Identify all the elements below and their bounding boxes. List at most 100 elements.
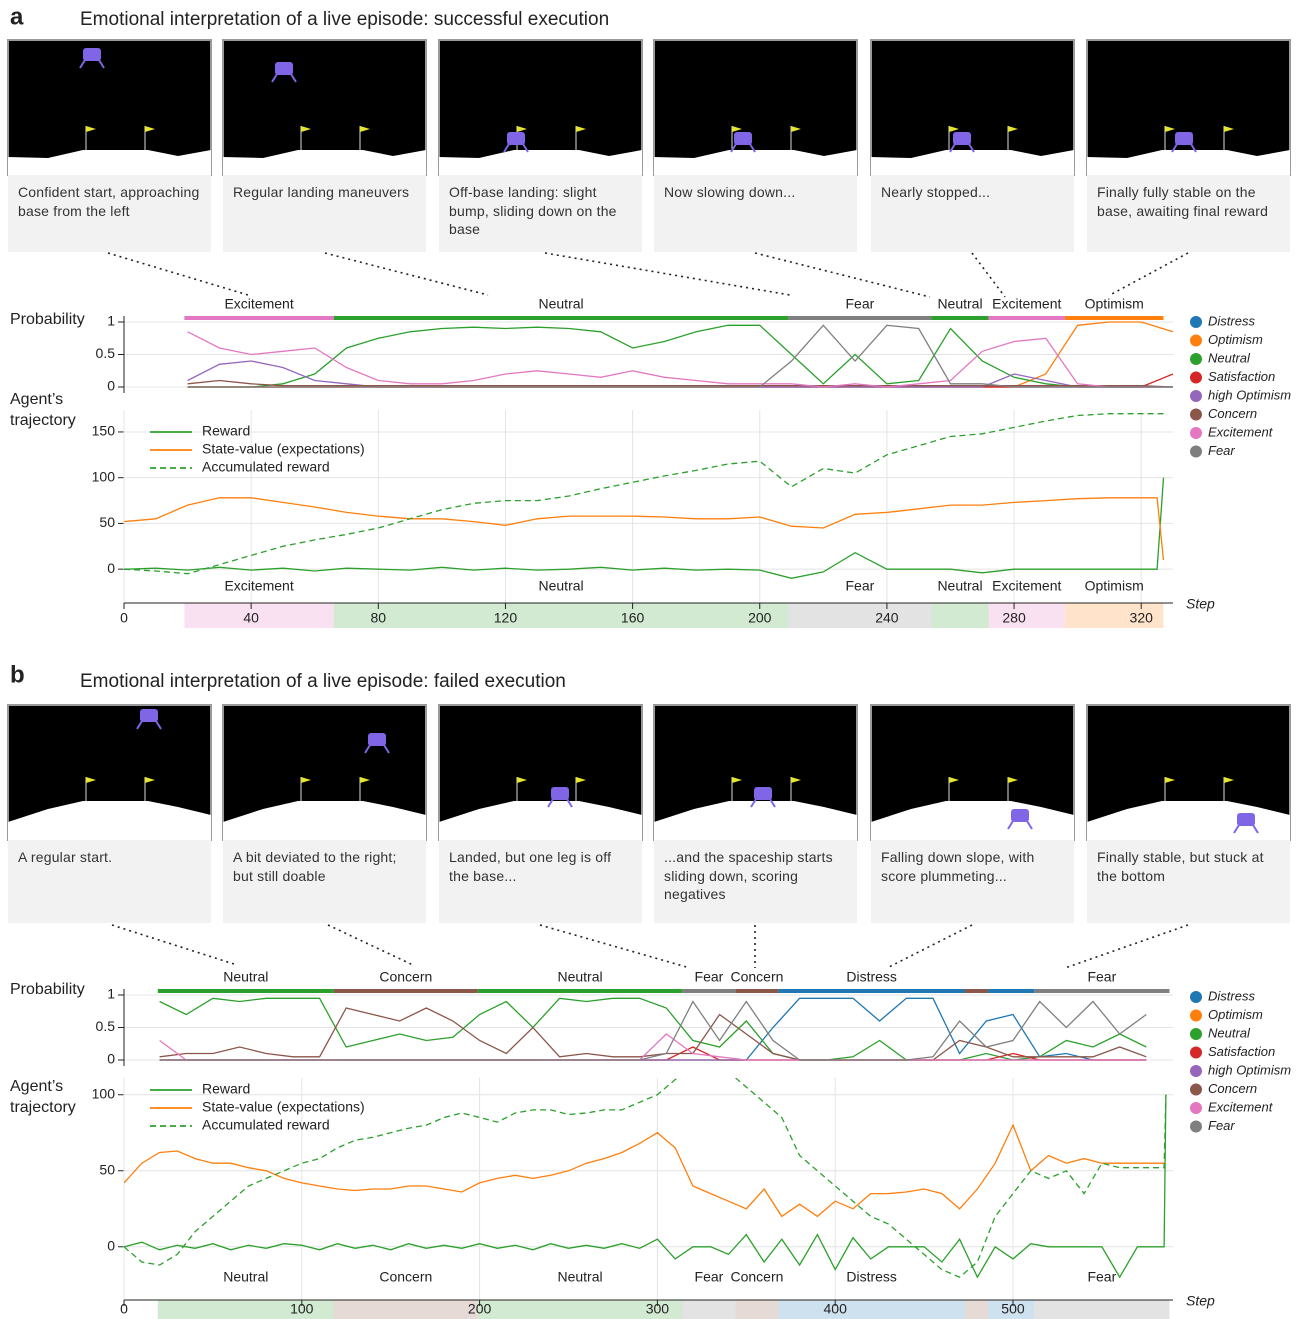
lander	[140, 709, 158, 722]
emotion-strip	[964, 1300, 989, 1319]
lander	[551, 787, 569, 800]
flag	[517, 777, 527, 783]
emotion-label: Optimism	[1085, 296, 1144, 312]
legend-label: Reward	[202, 423, 250, 439]
lander-leg	[1171, 143, 1178, 153]
legend-swatch	[1190, 334, 1202, 347]
lander-leg	[749, 143, 756, 153]
flag	[517, 126, 527, 132]
emotion-band	[778, 989, 965, 993]
emotion-label: Concern	[730, 969, 783, 985]
series-line	[187, 331, 1173, 388]
series-line	[159, 1000, 1147, 1061]
connector	[539, 924, 691, 969]
series-line	[159, 1007, 1147, 1061]
y-tick-label: 0.5	[96, 345, 116, 361]
legend-swatch	[1190, 1083, 1202, 1096]
x-tick-label: 280	[1002, 610, 1026, 626]
panel-title: Emotional interpretation of a live episo…	[80, 9, 609, 30]
flag	[949, 126, 959, 132]
lander-leg	[503, 143, 510, 153]
legend-label: State-value (expectations)	[202, 1099, 365, 1115]
legend-label: Fear	[1208, 443, 1235, 458]
flag	[145, 126, 155, 132]
emotion-strip	[333, 603, 789, 628]
legend-swatch	[1190, 1102, 1202, 1114]
emotion-strip	[1034, 1300, 1170, 1319]
lander-leg	[968, 143, 975, 153]
terrain	[8, 801, 211, 840]
x-tick-label: 320	[1130, 610, 1154, 626]
emotion-strip	[184, 603, 334, 628]
lander-leg	[383, 744, 390, 754]
terrain	[8, 150, 211, 175]
flag	[1165, 126, 1175, 132]
emotion-label: Excitement	[992, 296, 1061, 312]
emotion-label: Concern	[379, 1269, 432, 1285]
emotion-label: Excitement	[992, 578, 1061, 594]
connector	[971, 252, 1006, 298]
terrain	[1087, 150, 1290, 175]
x-tick-label: 0	[120, 610, 128, 626]
legend-label: Accumulated reward	[202, 1117, 330, 1133]
emotion-band	[788, 316, 932, 320]
flag	[1008, 126, 1018, 132]
flag	[360, 777, 370, 783]
legend-label: Distress	[1208, 988, 1255, 1003]
connector	[1109, 252, 1189, 296]
terrain	[439, 150, 642, 175]
emotion-band	[988, 316, 1065, 320]
emotion-label: Neutral	[937, 296, 982, 312]
emotion-label: Optimism	[1085, 578, 1144, 594]
legend-swatch	[1190, 991, 1202, 1003]
series-line	[159, 1046, 1147, 1061]
lander-leg	[547, 798, 554, 808]
emotion-band	[157, 989, 334, 993]
frame-caption: Finally stable, but stuck at the bottom	[1087, 840, 1290, 923]
series-line	[124, 1078, 1167, 1278]
emotion-band	[1064, 316, 1164, 320]
emotion-label: Concern	[379, 969, 432, 985]
x-tick-label: 120	[494, 610, 518, 626]
connector	[327, 924, 414, 966]
emotion-label: Distress	[846, 1269, 897, 1285]
lander	[507, 132, 525, 145]
emotion-label: Fear	[1087, 1269, 1116, 1285]
y-tick-label: 0	[107, 1051, 115, 1067]
emotion-label: Excitement	[224, 578, 293, 594]
legend-label: Accumulated reward	[202, 459, 330, 475]
x-tick-label: 160	[621, 610, 645, 626]
series-line	[124, 477, 1165, 579]
terrain	[654, 801, 857, 840]
x-axis-label: Step	[1186, 596, 1215, 612]
flag	[360, 126, 370, 132]
emotion-label: Neutral	[557, 1269, 602, 1285]
flag	[1008, 777, 1018, 783]
legend-label: Optimism	[1208, 332, 1263, 347]
legend-label: Neutral	[1208, 350, 1251, 365]
connector	[111, 924, 238, 966]
lander	[1175, 132, 1193, 145]
frame-caption: Confident start, approaching base from t…	[8, 175, 211, 252]
emotion-label: Fear	[1087, 969, 1116, 985]
emotion-label: Fear	[695, 1269, 724, 1285]
legend-label: Concern	[1208, 1081, 1257, 1096]
panel-label: a	[10, 3, 24, 30]
flag	[301, 777, 311, 783]
terrain	[1087, 801, 1290, 840]
flag	[949, 777, 959, 783]
connector	[1064, 924, 1189, 969]
lander-leg	[271, 73, 278, 83]
flag	[791, 777, 801, 783]
legend-label: State-value (expectations)	[202, 441, 365, 457]
legend-swatch	[1190, 427, 1202, 439]
emotion-band	[477, 989, 683, 993]
x-tick-label: 300	[646, 1301, 670, 1317]
series-line	[187, 324, 1173, 388]
emotion-strip	[477, 1300, 683, 1319]
emotion-strip	[735, 1300, 779, 1319]
emotion-band	[184, 316, 334, 320]
terrain	[654, 150, 857, 175]
